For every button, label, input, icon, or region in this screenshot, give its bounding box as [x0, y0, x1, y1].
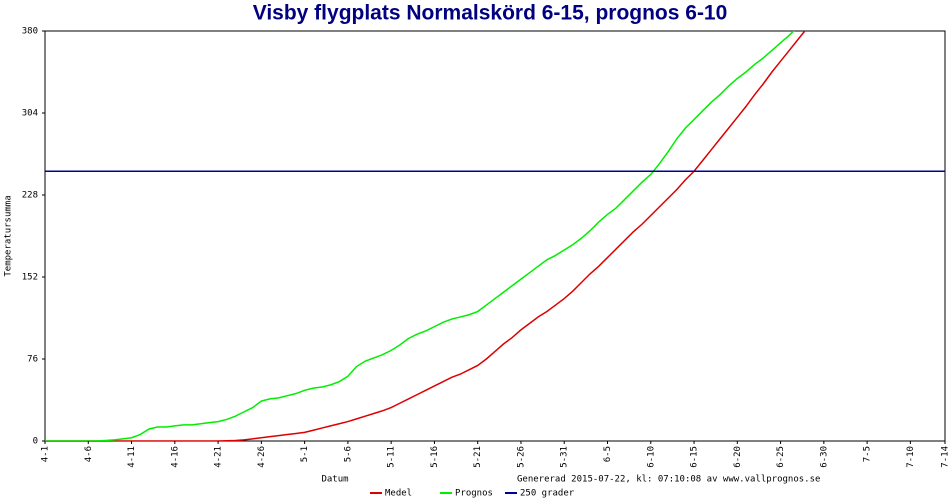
plot-frame [44, 30, 946, 442]
series-line [45, 31, 795, 441]
x-tick-label: 4-11 [127, 446, 137, 468]
y-tick-label: 0 [33, 437, 38, 447]
x-tick-label: 6-10 [646, 446, 656, 468]
legend-label: Prognos [455, 489, 493, 499]
x-tick-label: 6-25 [776, 446, 786, 468]
x-tick-label: 6-5 [603, 446, 613, 462]
x-tick-label: 4-16 [170, 446, 180, 468]
x-tick-label: 6-15 [690, 446, 700, 468]
x-tick-label: 5-6 [343, 446, 353, 462]
x-tick-label: 5-31 [560, 446, 570, 468]
y-tick-label: 304 [22, 109, 38, 119]
chart-title: Visby flygplats Normalskörd 6-15, progno… [253, 2, 728, 25]
legend-label: 250 grader [520, 489, 575, 499]
x-tick-label: 5-1 [300, 446, 310, 462]
x-tick-label: 5-26 [516, 446, 526, 468]
series-line [45, 31, 806, 441]
y-tick-label: 228 [22, 191, 38, 201]
x-tick-label: 6-30 [819, 446, 829, 468]
y-tick-label: 76 [27, 355, 38, 365]
x-tick-label: 5-11 [387, 446, 397, 468]
x-tick-label: 4-6 [84, 446, 94, 462]
x-tick-label: 4-1 [41, 446, 51, 462]
x-tick-label: 5-21 [473, 446, 483, 468]
y-tick-label: 152 [22, 273, 38, 283]
x-tick-label: 6-20 [733, 446, 743, 468]
x-tick-label: 7-14 [941, 446, 950, 468]
x-tick-label: 4-26 [257, 446, 267, 468]
legend-label: Medel [385, 489, 412, 499]
plot-lines [45, 31, 945, 441]
x-tick-label: 5-16 [430, 446, 440, 468]
x-axis-label: Datum [321, 475, 348, 485]
footer: Genererad 2015-07-22, kl: 07:10:08 av ww… [517, 475, 820, 485]
y-axis-label: Temperatursumma [4, 195, 14, 276]
y-tick-label: 380 [22, 27, 38, 37]
x-tick-label: 7-10 [906, 446, 916, 468]
x-tick-label: 7-5 [863, 446, 873, 462]
x-tick-label: 4-21 [214, 446, 224, 468]
